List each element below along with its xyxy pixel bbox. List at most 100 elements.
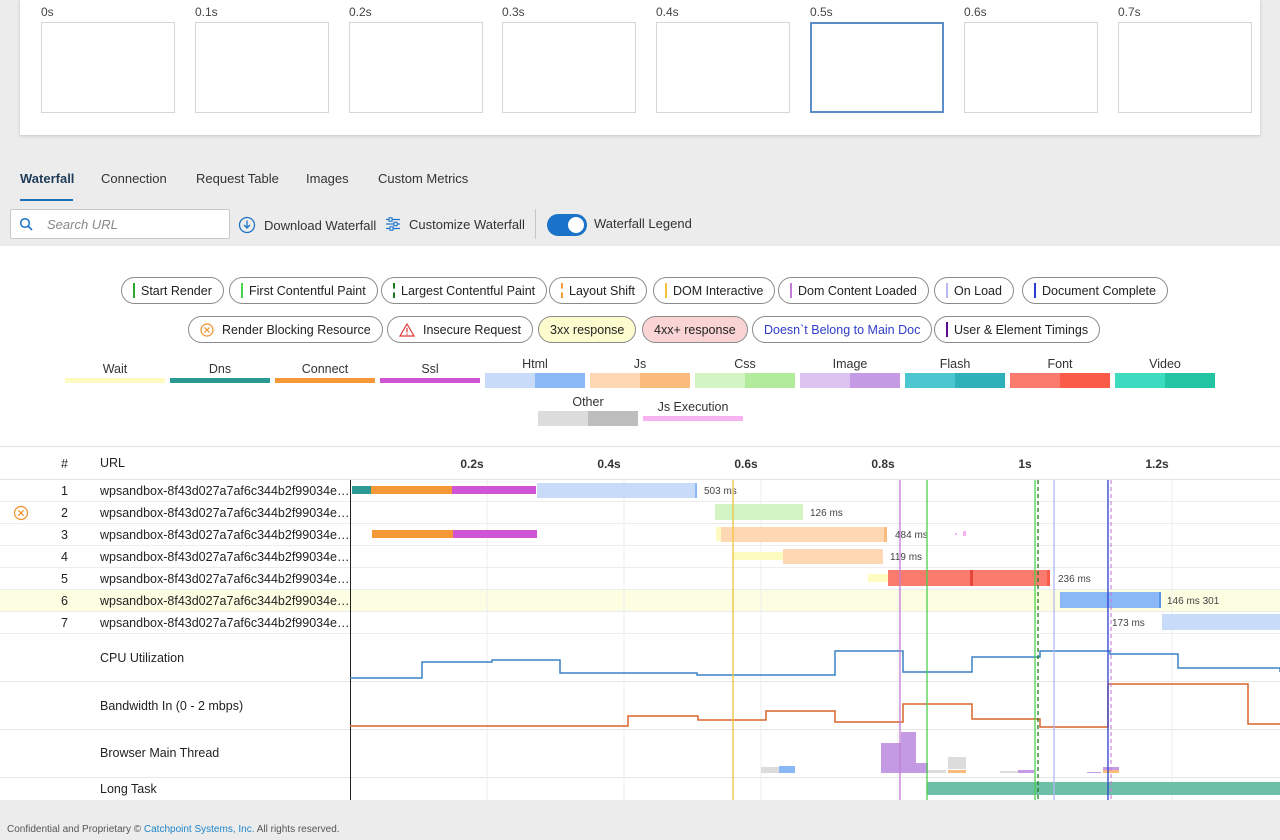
request-bar-4: 119 ms xyxy=(733,549,922,564)
request-type-swatch xyxy=(538,411,638,426)
tab-connection[interactable]: Connection xyxy=(101,171,167,186)
tab-waterfall[interactable]: Waterfall xyxy=(20,171,75,186)
event-label: On Load xyxy=(954,283,1002,298)
tick-label: 0.2s xyxy=(460,457,484,471)
download-waterfall-label: Download Waterfall xyxy=(264,217,377,233)
request-url[interactable]: wpsandbox-8f43d027a7af6c344b2f99034ee… xyxy=(100,550,350,564)
filmstrip-frame[interactable] xyxy=(810,22,944,113)
customize-waterfall-button[interactable]: Customize Waterfall xyxy=(385,216,525,232)
request-url[interactable]: wpsandbox-8f43d027a7af6c344b2f99034ee… xyxy=(100,506,350,520)
request-type-label: Video xyxy=(1149,357,1181,371)
event-color-mark xyxy=(946,283,948,298)
table-row[interactable]: 3 wpsandbox-8f43d027a7af6c344b2f99034ee… xyxy=(0,524,1280,546)
frame-time-label: 0.6s xyxy=(964,5,987,19)
table-row[interactable]: 5 wpsandbox-8f43d027a7af6c344b2f99034ee… xyxy=(0,568,1280,590)
toolbar-divider xyxy=(535,209,536,239)
main-thread-row: Browser Main Thread xyxy=(0,730,1280,778)
legend-event: Start Render xyxy=(121,277,224,304)
request-url[interactable]: wpsandbox-8f43d027a7af6c344b2f99034ee… xyxy=(100,528,350,542)
download-icon xyxy=(238,216,256,234)
filmstrip-frame[interactable] xyxy=(41,22,175,113)
waterfall-timeline: 0.2s 0.4s 0.6s 0.8s 1s 1.2s 503 ms 126 m… xyxy=(350,457,1280,800)
event-marker-lines xyxy=(732,480,1112,800)
event-color-mark xyxy=(393,283,395,298)
request-type-swatch xyxy=(590,373,690,388)
request-duration: 146 ms 301 xyxy=(1167,596,1220,607)
table-row[interactable]: 4 wpsandbox-8f43d027a7af6c344b2f99034ee… xyxy=(0,546,1280,568)
tab-request-table[interactable]: Request Table xyxy=(196,171,279,186)
table-row[interactable]: 1 wpsandbox-8f43d027a7af6c344b2f99034ee… xyxy=(0,480,1280,502)
filmstrip-frame[interactable] xyxy=(1118,22,1252,113)
filmstrip-panel: 0s 0.1s 0.2s 0.3s 0.4s 0.5s 0.6s 0.7s xyxy=(20,0,1260,135)
request-type-label: Css xyxy=(734,357,756,371)
request-type-swatch xyxy=(380,378,480,383)
filmstrip-frame[interactable] xyxy=(964,22,1098,113)
footer: Confidential and Proprietary © Catchpoin… xyxy=(7,824,340,835)
bandwidth-label: Bandwidth In (0 - 2 mbps) xyxy=(100,699,244,713)
legend-event: Document Complete xyxy=(1022,277,1168,304)
table-row[interactable]: 2 wpsandbox-8f43d027a7af6c344b2f99034ee… xyxy=(0,502,1280,524)
request-duration: 126 ms xyxy=(810,508,843,519)
request-type-swatch xyxy=(643,416,743,421)
table-row[interactable]: 7 wpsandbox-8f43d027a7af6c344b2f99034ee… xyxy=(0,612,1280,634)
waterfall-legend-toggle[interactable] xyxy=(547,214,587,236)
legend-event: Largest Contentful Paint xyxy=(381,277,548,304)
tick-label: 0.8s xyxy=(871,457,895,471)
event-label: DOM Interactive xyxy=(673,283,764,298)
search-url-input[interactable] xyxy=(47,215,222,233)
waterfall-tabs: Waterfall Connection Request Table Image… xyxy=(0,160,1280,202)
render-blocking-label: Render Blocking Resource xyxy=(222,322,371,337)
main-thread-activity xyxy=(761,732,1119,773)
bandwidth-row: Bandwidth In (0 - 2 mbps) xyxy=(0,682,1280,730)
user-timings-mark xyxy=(946,322,948,337)
request-url[interactable]: wpsandbox-8f43d027a7af6c344b2f99034ee… xyxy=(100,572,350,586)
tick-label: 1.2s xyxy=(1145,457,1169,471)
render-blocking-icon xyxy=(13,505,29,521)
table-row[interactable]: 6 wpsandbox-8f43d027a7af6c344b2f99034ee… xyxy=(0,590,1280,612)
request-type-label: Wait xyxy=(102,362,128,376)
request-type-swatch xyxy=(1010,373,1110,388)
footer-suffix: All rights reserved. xyxy=(254,824,340,835)
request-bar-1: 503 ms xyxy=(352,483,737,498)
not-main-doc-label: Doesn`t Belong to Main Doc xyxy=(764,322,921,337)
legend-event: Dom Content Loaded xyxy=(778,277,929,304)
legend-event: Layout Shift xyxy=(549,277,648,304)
request-type-label: Other xyxy=(572,395,604,409)
customize-waterfall-label: Customize Waterfall xyxy=(409,216,525,232)
request-url[interactable]: wpsandbox-8f43d027a7af6c344b2f99034ee… xyxy=(100,594,350,608)
request-type-label: Image xyxy=(832,357,868,371)
filmstrip-frame[interactable] xyxy=(195,22,329,113)
filmstrip-frame[interactable] xyxy=(502,22,636,113)
tab-custom-metrics[interactable]: Custom Metrics xyxy=(378,171,469,186)
request-duration: 236 ms xyxy=(1058,574,1091,585)
footer-prefix: Confidential and Proprietary © xyxy=(7,824,144,835)
download-waterfall-button[interactable]: Download Waterfall xyxy=(238,216,376,234)
bandwidth-line xyxy=(350,683,1280,728)
waterfall-toolbar: Download Waterfall Customize Waterfall W… xyxy=(0,202,1280,246)
event-color-mark xyxy=(241,283,243,298)
warning-icon xyxy=(399,322,415,337)
request-bar-2: 126 ms xyxy=(715,504,843,520)
tab-images[interactable]: Images xyxy=(306,171,349,186)
request-duration: 119 ms xyxy=(890,552,922,563)
legend-3xx-response: 3xx response xyxy=(538,316,637,343)
event-label: Layout Shift xyxy=(569,283,636,298)
long-task-row: Long Task xyxy=(0,778,1280,800)
request-number: 7 xyxy=(61,616,68,630)
request-type-swatch xyxy=(905,373,1005,388)
request-bar-3: 484 ms xyxy=(372,527,966,542)
request-type-label: Js Execution xyxy=(657,400,729,414)
event-label: Largest Contentful Paint xyxy=(401,283,536,298)
filmstrip-frame[interactable] xyxy=(349,22,483,113)
company-link[interactable]: Catchpoint Systems, Inc. xyxy=(143,824,255,835)
frame-time-label: 0.4s xyxy=(656,5,679,19)
request-url[interactable]: wpsandbox-8f43d027a7af6c344b2f99034ee… xyxy=(100,484,350,498)
event-color-mark xyxy=(1034,283,1036,298)
frame-time-label: 0.2s xyxy=(349,5,372,19)
request-url[interactable]: wpsandbox-8f43d027a7af6c344b2f99034ee… xyxy=(100,616,350,630)
legend-event: DOM Interactive xyxy=(653,277,776,304)
request-type-label: Dns xyxy=(208,362,232,376)
legend-4xx-response: 4xx+ response xyxy=(642,316,748,343)
filmstrip-frame[interactable] xyxy=(656,22,790,113)
request-type-label: Html xyxy=(522,357,548,371)
